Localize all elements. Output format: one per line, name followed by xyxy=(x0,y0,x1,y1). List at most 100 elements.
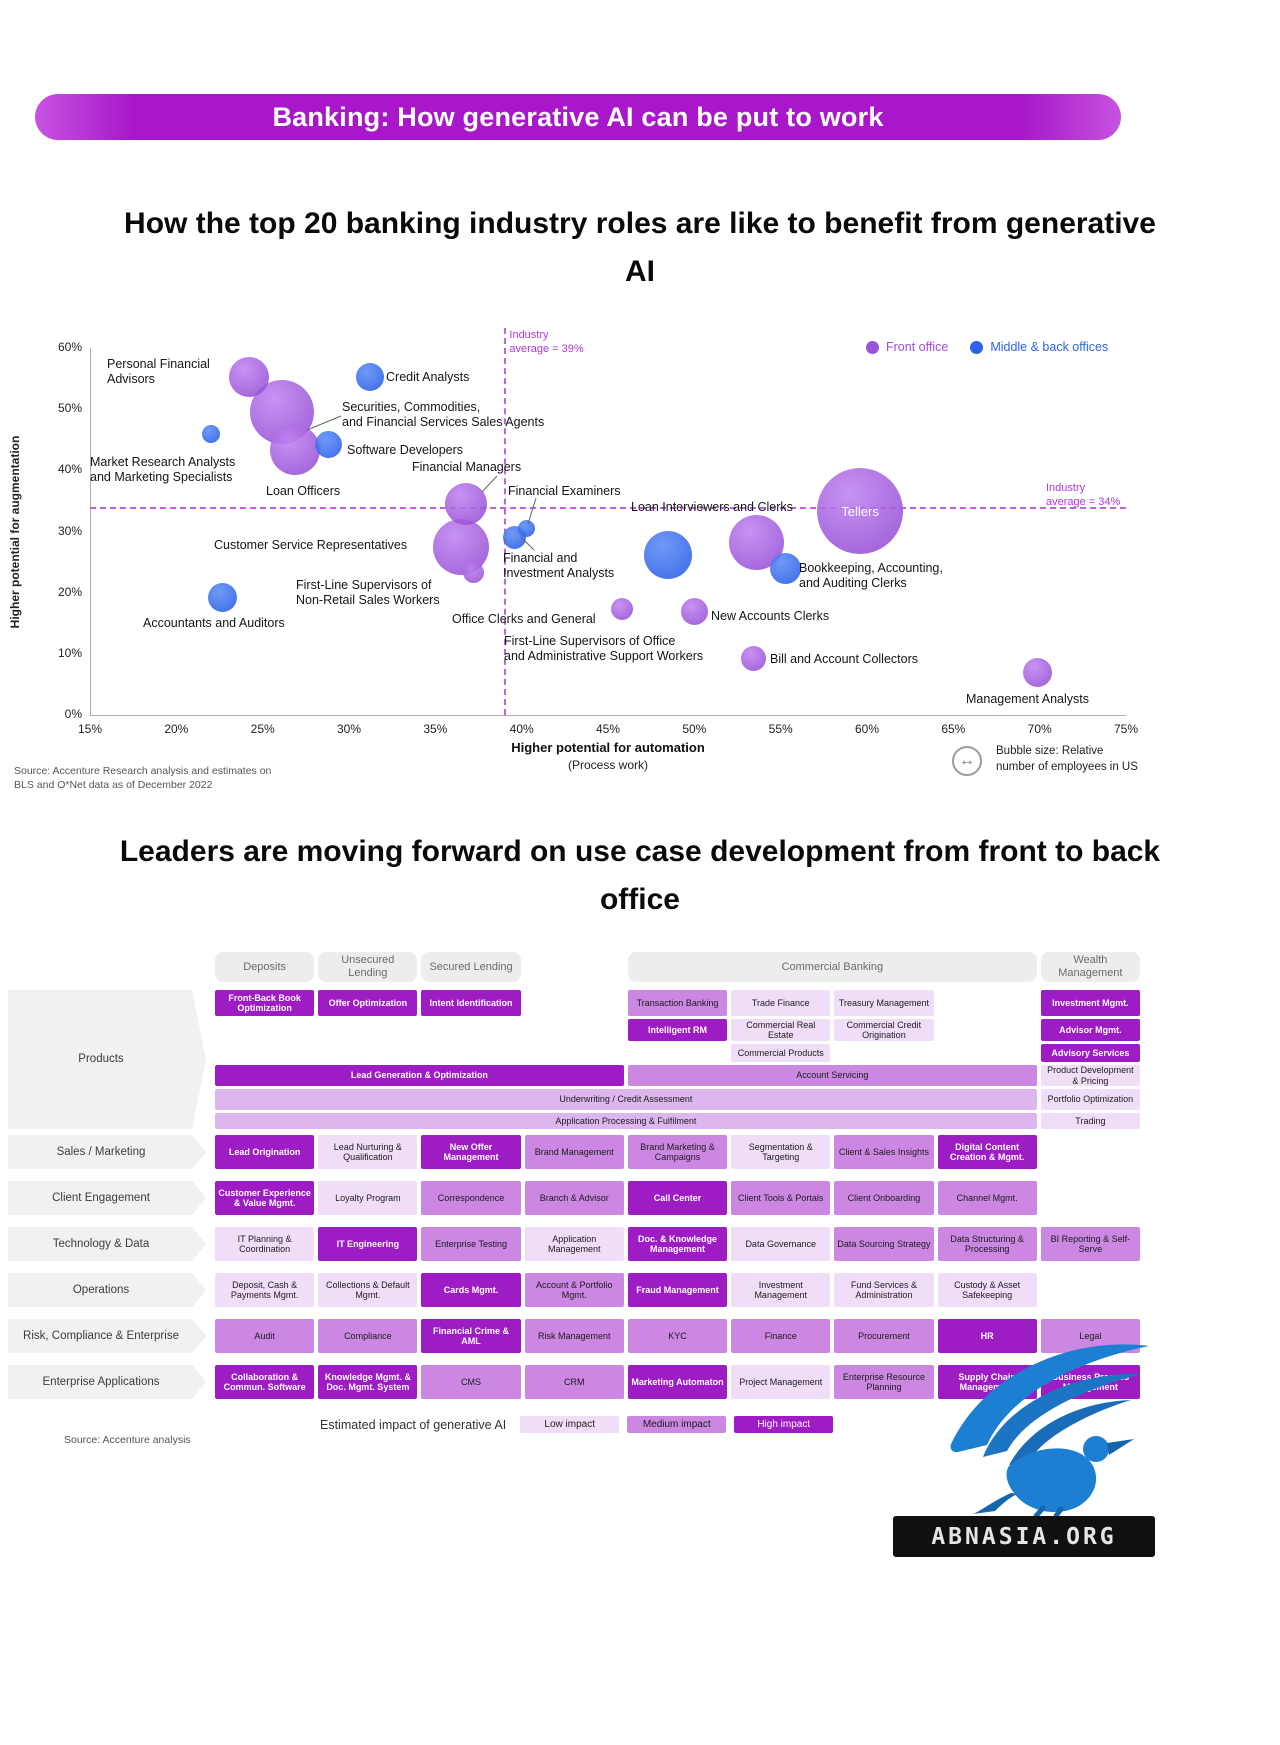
matrix-cell: Account & Portfolio Mgmt. xyxy=(524,1273,624,1307)
products-grid: Front-Back Book Optimization Offer Optimi… xyxy=(215,990,1140,1129)
label-management-analysts: Management Analysts xyxy=(966,692,1089,706)
matrix-cell: Portfolio Optimization xyxy=(1040,1089,1140,1110)
label-first-line-supervisors-office: First-Line Supervisors of Office and Admi… xyxy=(504,634,704,664)
matrix-cell: Intelligent RM xyxy=(627,1019,728,1041)
row-label-sales-marketing: Sales / Marketing xyxy=(8,1135,206,1169)
matrix-cell: HR xyxy=(937,1319,1037,1353)
bubble-inside-label: Tellers xyxy=(841,503,879,519)
matrix-cell: Fraud Management xyxy=(627,1273,728,1307)
column-header-commercial-banking: Commercial Banking xyxy=(627,952,1037,982)
label-connector xyxy=(481,475,498,493)
matrix-cell: Knowledge Mgmt. & Doc. Mgmt. System xyxy=(318,1365,418,1399)
matrix-cell: Application Management xyxy=(524,1227,624,1261)
matrix-cell: Transaction Banking xyxy=(627,990,728,1016)
label-accountants-and-auditors: Accountants and Auditors xyxy=(143,616,285,630)
bubble-size-icon: ↔ xyxy=(952,746,982,776)
bubble-market-research-analysts xyxy=(201,424,220,443)
section2-title: Leaders are moving forward on use case d… xyxy=(119,835,1161,916)
y-tick-label: 60% xyxy=(57,340,82,354)
column-header-wealth-management: Wealth Management xyxy=(1040,952,1140,982)
x-tick-label: 35% xyxy=(423,722,448,736)
matrix-cell: CRM xyxy=(524,1365,624,1399)
y-tick-label: 30% xyxy=(57,523,82,538)
label-financial-and-investment-analysts: Financial and Investment Analysts xyxy=(503,551,615,581)
matrix-cell: Audit xyxy=(215,1319,315,1353)
matrix-cell: Deposit, Cash & Payments Mgmt. xyxy=(215,1273,315,1307)
y-tick-label: 0% xyxy=(64,707,82,721)
matrix-column-headers: Deposits Unsecured Lending Secured Lending… xyxy=(215,952,1140,982)
label-customer-service-representatives: Customer Service Representatives xyxy=(214,538,408,552)
row-label-operations: Operations xyxy=(8,1273,206,1307)
row-label-enterprise-applications: Enterprise Applications xyxy=(8,1365,206,1399)
matrix-cell: Front-Back Book Optimization xyxy=(215,990,315,1016)
matrix-cell: Channel Mgmt. xyxy=(937,1181,1037,1215)
banner: Banking: How generative AI can be put to… xyxy=(35,94,1121,140)
bubble-financial-examiners xyxy=(518,519,536,537)
matrix-cell: Client & Sales Insights xyxy=(834,1135,934,1169)
matrix-cell: Lead Nurturing & Qualification xyxy=(318,1135,418,1169)
x-tick-label: 60% xyxy=(854,722,880,736)
matrix-cell: Custody & Asset Safekeeping xyxy=(937,1273,1037,1307)
x-tick-label: 75% xyxy=(1113,722,1139,736)
matrix-cell: Intent Identification xyxy=(421,990,521,1016)
label-financial-managers: Financial Managers xyxy=(412,460,522,474)
label-new-accounts-clerks: New Accounts Clerks xyxy=(711,609,830,623)
matrix-cell: New Offer Management xyxy=(421,1135,521,1169)
legend-label: Middle & back offices xyxy=(990,340,1109,354)
x-tick-label: 65% xyxy=(941,722,966,736)
label-loan-interviewers-and-clerks: Loan Interviewers and Clerks xyxy=(631,500,793,514)
legend-item-back: Middle & back offices xyxy=(970,340,1108,354)
bubble-management-analysts xyxy=(1023,657,1053,687)
industry-average-x-line xyxy=(504,328,507,715)
label-personal-financial-advisors: Personal Financial Advisors xyxy=(107,357,210,387)
impact-legend-high: High impact xyxy=(734,1416,834,1433)
chart-legend: Front office Middle & back offices xyxy=(866,340,1108,354)
industry-average-y-label: Industry average = 34% xyxy=(1046,482,1121,509)
label-bill-and-account-collectors: Bill and Account Collectors xyxy=(770,652,918,666)
matrix-cell: Underwriting / Credit Assessment xyxy=(215,1089,1037,1110)
matrix-cell: Branch & Advisor xyxy=(524,1181,624,1215)
bubble-size-note-line1: Bubble size: Relative xyxy=(996,745,1104,757)
matrix-cell: Account Servicing xyxy=(627,1065,1037,1086)
abnasia-logo: ABNASIA.ORG xyxy=(893,1338,1155,1557)
y-axis-title: Higher potential for augmentation xyxy=(8,435,22,629)
x-axis-title: Higher potential for automation xyxy=(511,740,705,755)
matrix-cell: Risk Management xyxy=(524,1319,624,1353)
matrix-cell: Lead Generation & Optimization xyxy=(215,1065,624,1086)
matrix-cell: Application Processing & Fulfilment xyxy=(215,1113,1037,1129)
matrix-cell: Commercial Products xyxy=(731,1044,831,1062)
bubble-first-line-supervisors-office xyxy=(644,531,693,580)
use-case-matrix: Deposits Unsecured Lending Secured Lending… xyxy=(0,950,1280,1470)
x-tick-label: 50% xyxy=(682,722,707,736)
row-grid: Lead Origination Lead Nurturing & Qualifi… xyxy=(215,1135,1140,1169)
label-market-research-analysts: Market Research Analysts and Marketing Sp… xyxy=(90,455,236,485)
x-axis-line xyxy=(90,715,1126,716)
row-label-risk-compliance-enterprise: Risk, Compliance & Enterprise xyxy=(8,1319,206,1353)
matrix-cell: IT Planning & Coordination xyxy=(215,1227,315,1261)
y-tick-label: 10% xyxy=(57,645,82,660)
matrix-cell: Fund Services & Administration xyxy=(834,1273,934,1307)
bubble-chart: Higher potential for augmentation Higher… xyxy=(0,320,1280,798)
row-label-technology-data: Technology & Data xyxy=(8,1227,206,1261)
matrix-cell: Finance xyxy=(731,1319,831,1353)
bubble-credit-analysts xyxy=(355,363,384,392)
matrix-cell: Commercial Real Estate xyxy=(731,1019,831,1041)
x-tick-label: 45% xyxy=(595,722,621,736)
banner-title: Banking: How generative AI can be put to… xyxy=(272,101,884,132)
matrix-cell: Call Center xyxy=(627,1181,728,1215)
bubble-bookkeeping-accounting-clerks xyxy=(770,552,802,584)
matrix-cell: Data Sourcing Strategy xyxy=(834,1227,934,1261)
label-first-line-supervisors-non-retail: First-Line Supervisors of Non-Retail Sale… xyxy=(296,578,440,608)
industry-average-x-label: Industry average = 39% xyxy=(509,329,584,356)
row-label-products: Products xyxy=(8,990,206,1129)
matrix-cell: Correspondence xyxy=(421,1181,521,1215)
matrix-source: Source: Accenture analysis xyxy=(64,1434,191,1446)
matrix-cell: Enterprise Resource Planning xyxy=(834,1365,934,1399)
matrix-cell: Digital Content Creation & Mgmt. xyxy=(937,1135,1037,1169)
matrix-cell: Treasury Management xyxy=(834,990,934,1016)
matrix-cell: Trading xyxy=(1040,1113,1140,1129)
x-tick-label: 30% xyxy=(336,722,362,736)
matrix-cell: Offer Optimization xyxy=(318,990,418,1016)
matrix-cell: Project Management xyxy=(731,1365,831,1399)
